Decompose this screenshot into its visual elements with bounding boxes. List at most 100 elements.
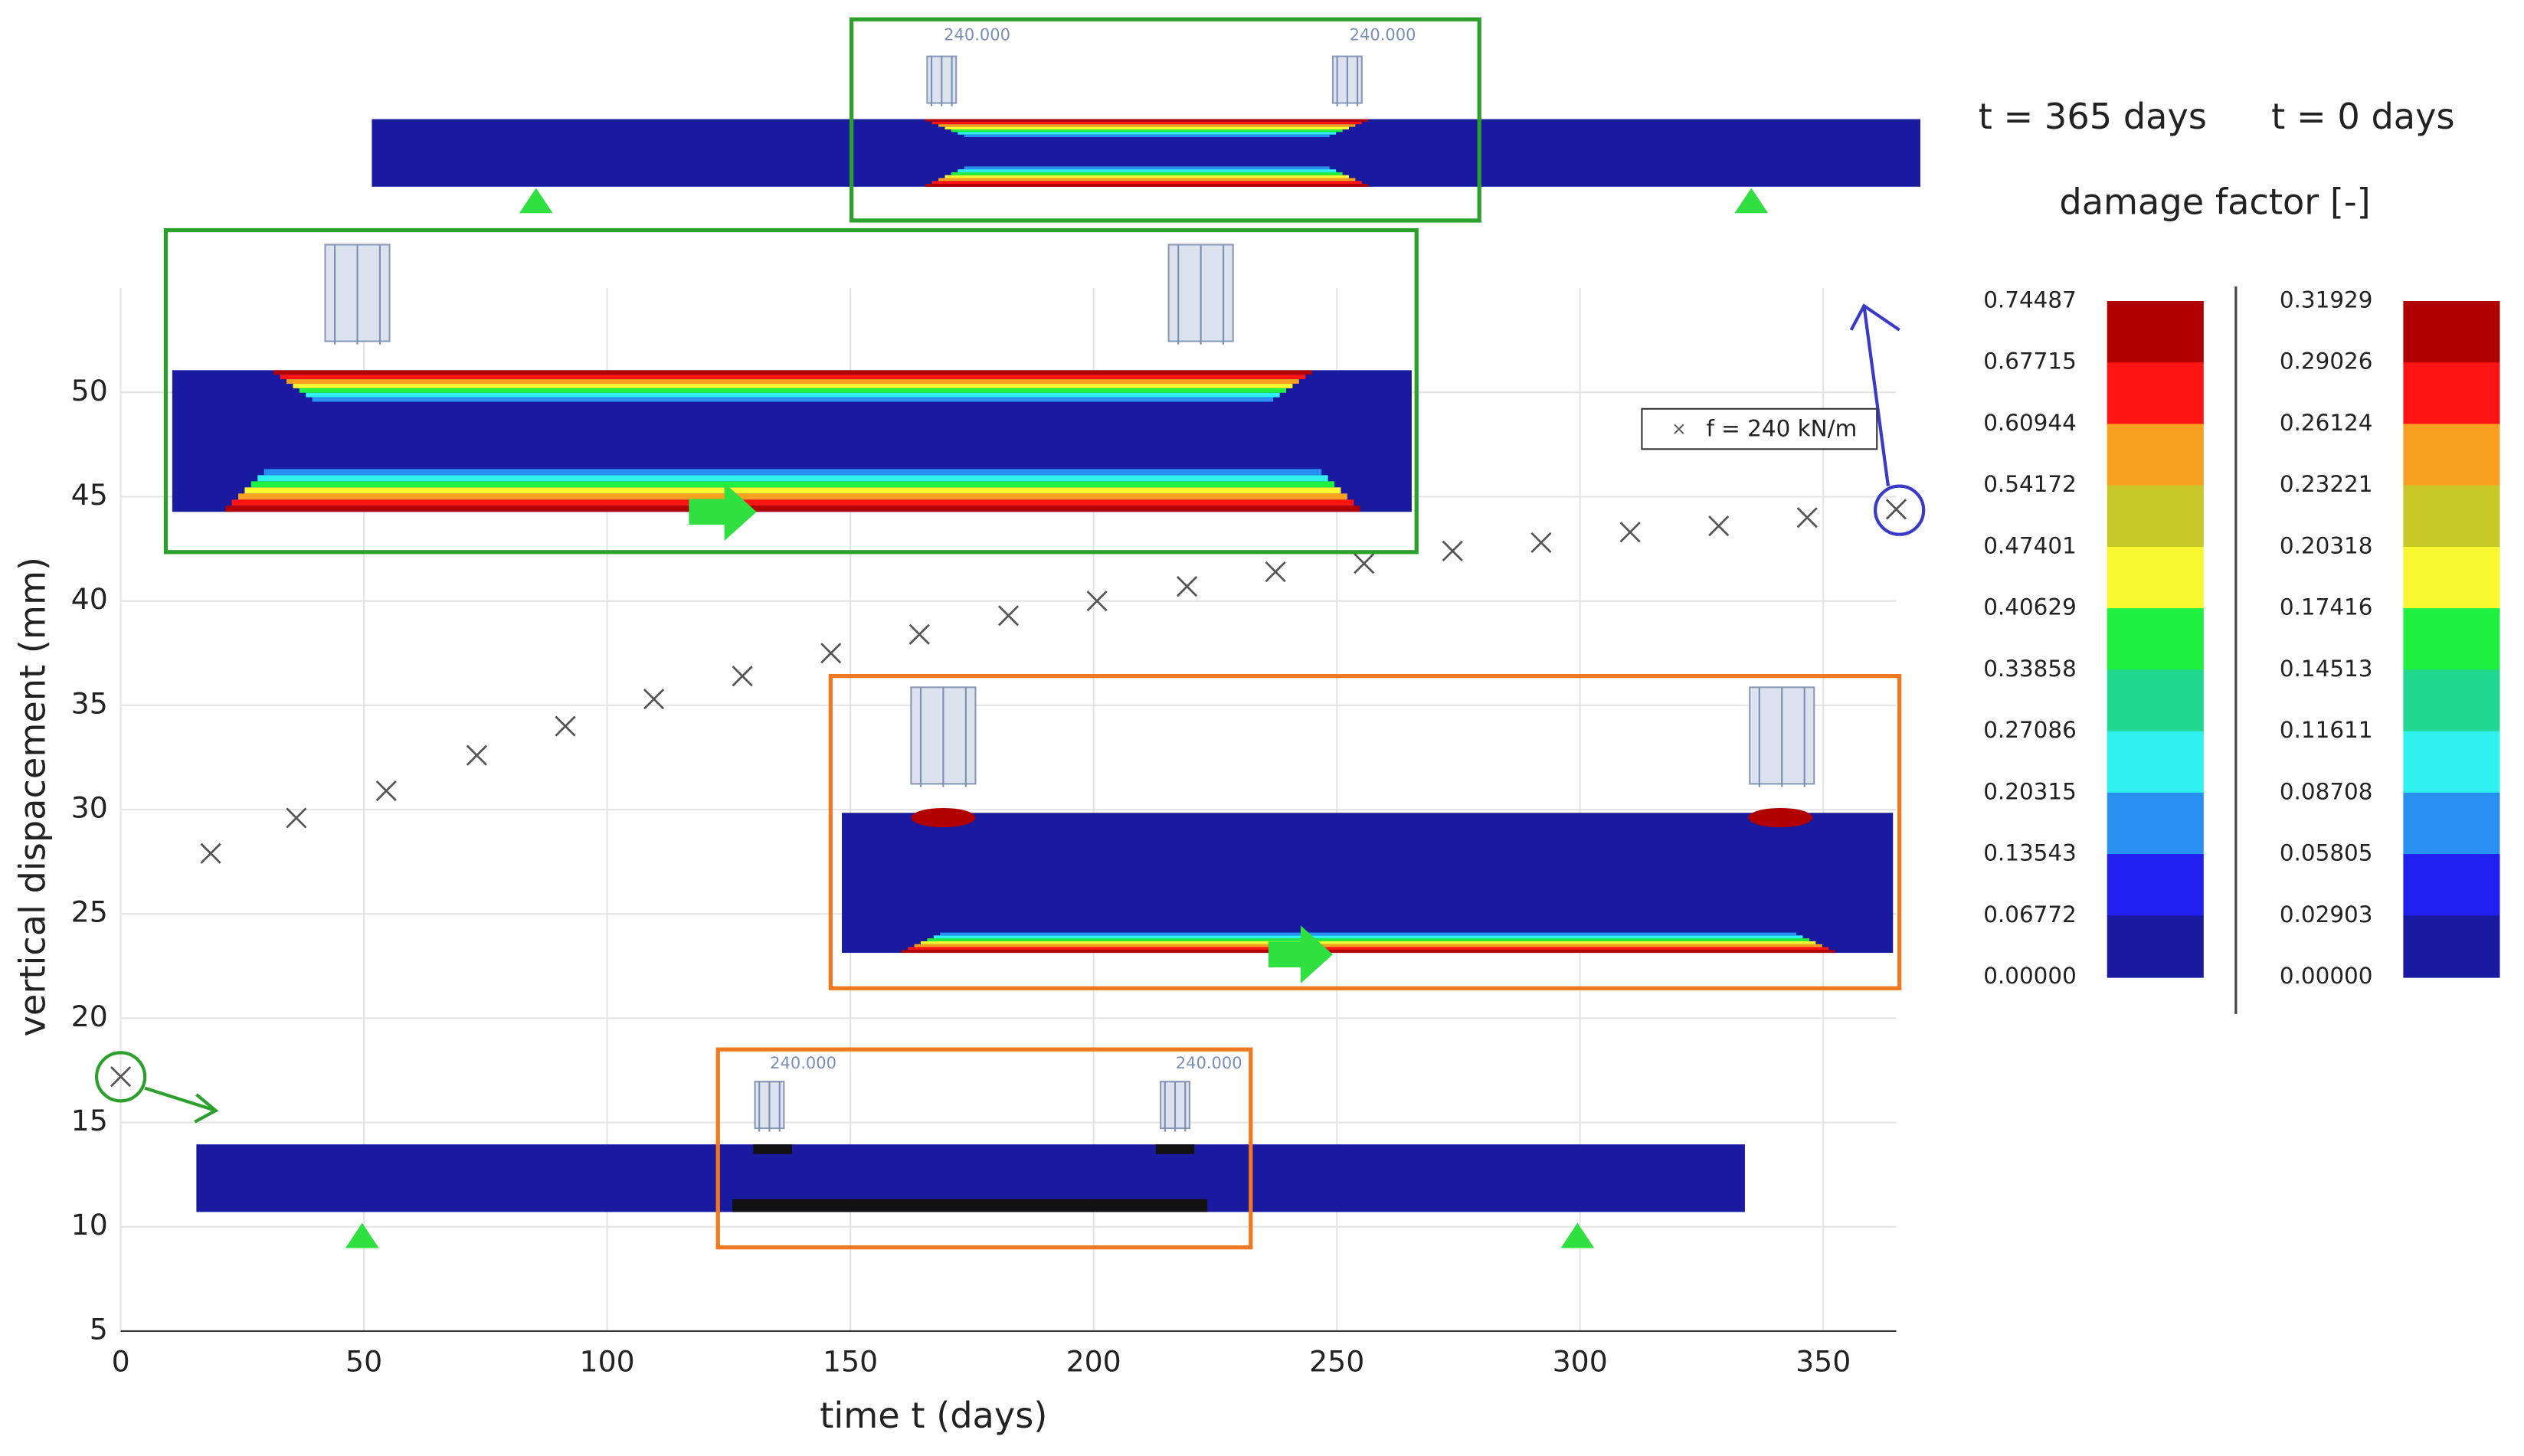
colorbar-band <box>2403 424 2500 486</box>
colorbar-tick-label: 0.11611 <box>2280 717 2373 743</box>
colorbar-band <box>2403 608 2500 671</box>
contour-band <box>925 184 1369 187</box>
point <box>1796 507 1818 528</box>
colorbar-band <box>2107 792 2204 856</box>
colorbar-title: damage factor [-] <box>2059 181 2370 222</box>
highlight-circle <box>1874 484 1926 536</box>
colorbar-tick-label: 0.20318 <box>2280 532 2373 558</box>
y-tick-label: 25 <box>71 895 108 929</box>
contour-band <box>914 944 1822 947</box>
point <box>1442 540 1463 561</box>
y-tick-label: 5 <box>90 1312 108 1346</box>
colorbar-tick-label: 0.00000 <box>1983 963 2077 989</box>
point <box>200 843 221 864</box>
contour-band <box>908 947 1829 950</box>
colorbar-tick-label: 0.00000 <box>2280 963 2373 989</box>
colorbar-tick-label: 0.33858 <box>1983 656 2077 682</box>
contour-band <box>244 487 1341 494</box>
support <box>1560 1222 1595 1248</box>
y-tick-label: 30 <box>71 791 108 825</box>
point <box>908 623 930 645</box>
colorbar-tick-label: 0.08708 <box>2280 778 2373 804</box>
point <box>1708 515 1730 537</box>
point <box>1265 561 1286 583</box>
x-tick-label: 0 <box>112 1344 130 1378</box>
contour-band <box>938 124 1356 127</box>
contour-band <box>925 119 1369 122</box>
colorbar-tick-label: 0.40629 <box>1983 594 2077 620</box>
point <box>1354 553 1375 574</box>
y-axis-label: vertical dispacement (mm) <box>12 557 54 1036</box>
colorbar-band <box>2107 608 2204 671</box>
contour-band <box>931 121 1362 125</box>
contour-band <box>931 181 1362 185</box>
point <box>643 689 665 710</box>
contour-band <box>732 1199 1208 1212</box>
colorbar-tick-label: 0.14513 <box>2280 656 2373 682</box>
colorbar-band <box>2107 424 2204 486</box>
colorbar-panel-title: t = 0 days <box>2271 96 2454 137</box>
legend-box <box>1641 407 1878 450</box>
point <box>1619 522 1641 543</box>
load-label: 240.000 <box>1350 25 1416 44</box>
contour-band <box>225 506 1360 512</box>
contour-band <box>273 370 1312 375</box>
x-tick-label: 200 <box>1066 1344 1121 1378</box>
point <box>466 744 488 766</box>
colorbar-tick-label: 0.06772 <box>1983 901 2077 928</box>
y-tick-label: 35 <box>71 686 108 720</box>
contour-band <box>257 475 1328 482</box>
colorbar-band <box>2403 362 2500 425</box>
contour-band <box>1155 1144 1195 1154</box>
beam-core <box>949 141 1344 162</box>
inset-frame <box>715 1047 1253 1250</box>
colorbar-band <box>2403 485 2500 548</box>
contour-band <box>927 938 1809 941</box>
colorbar-tick-label: 0.27086 <box>1983 717 2077 743</box>
y-tick-label: 45 <box>71 478 108 512</box>
contour-band <box>938 178 1356 182</box>
y-tick-label: 15 <box>71 1104 108 1137</box>
contour-band <box>944 126 1349 129</box>
colorbar-tick-label: 0.26124 <box>2280 410 2373 436</box>
point <box>555 715 576 737</box>
contour-band <box>958 132 1337 135</box>
support <box>345 1222 379 1248</box>
colorbar-band <box>2107 362 2204 425</box>
point <box>997 605 1020 627</box>
contour-band <box>286 379 1299 384</box>
contour-band <box>238 493 1347 500</box>
x-tick-label: 250 <box>1309 1344 1364 1378</box>
colorbar-tick-label: 0.67715 <box>1983 348 2077 375</box>
x-tick-label: 50 <box>345 1344 382 1378</box>
colorbar-band <box>2403 669 2500 732</box>
point <box>375 780 397 802</box>
contour-band <box>299 388 1287 393</box>
x-tick-label: 300 <box>1553 1344 1608 1378</box>
colorbar-band <box>2403 854 2500 917</box>
colorbar-band <box>2403 915 2500 978</box>
contour-band <box>250 481 1335 488</box>
colorbar-tick-label: 0.23221 <box>2280 471 2373 497</box>
colorbar-band <box>2107 669 2204 732</box>
point <box>1177 576 1198 597</box>
colorbar-band <box>2107 300 2204 364</box>
contour-band <box>306 392 1280 398</box>
contour-band <box>933 935 1803 939</box>
y-tick-label: 40 <box>71 582 108 616</box>
marker-arrow <box>1268 925 1333 983</box>
legend-label: f = 240 kN/m <box>1706 416 1857 442</box>
colorbar-band <box>2403 300 2500 364</box>
contour-band <box>1748 807 1813 828</box>
contour-band <box>231 499 1354 506</box>
contour-band <box>312 397 1274 402</box>
colorbar-panel-title: t = 365 days <box>1979 96 2207 137</box>
contour-band <box>264 469 1322 476</box>
contour-band <box>951 129 1343 133</box>
highlight-circle <box>94 1051 147 1103</box>
contour-band <box>911 807 976 828</box>
point <box>820 643 842 664</box>
point <box>286 807 307 829</box>
colorbar-band <box>2107 915 2204 978</box>
